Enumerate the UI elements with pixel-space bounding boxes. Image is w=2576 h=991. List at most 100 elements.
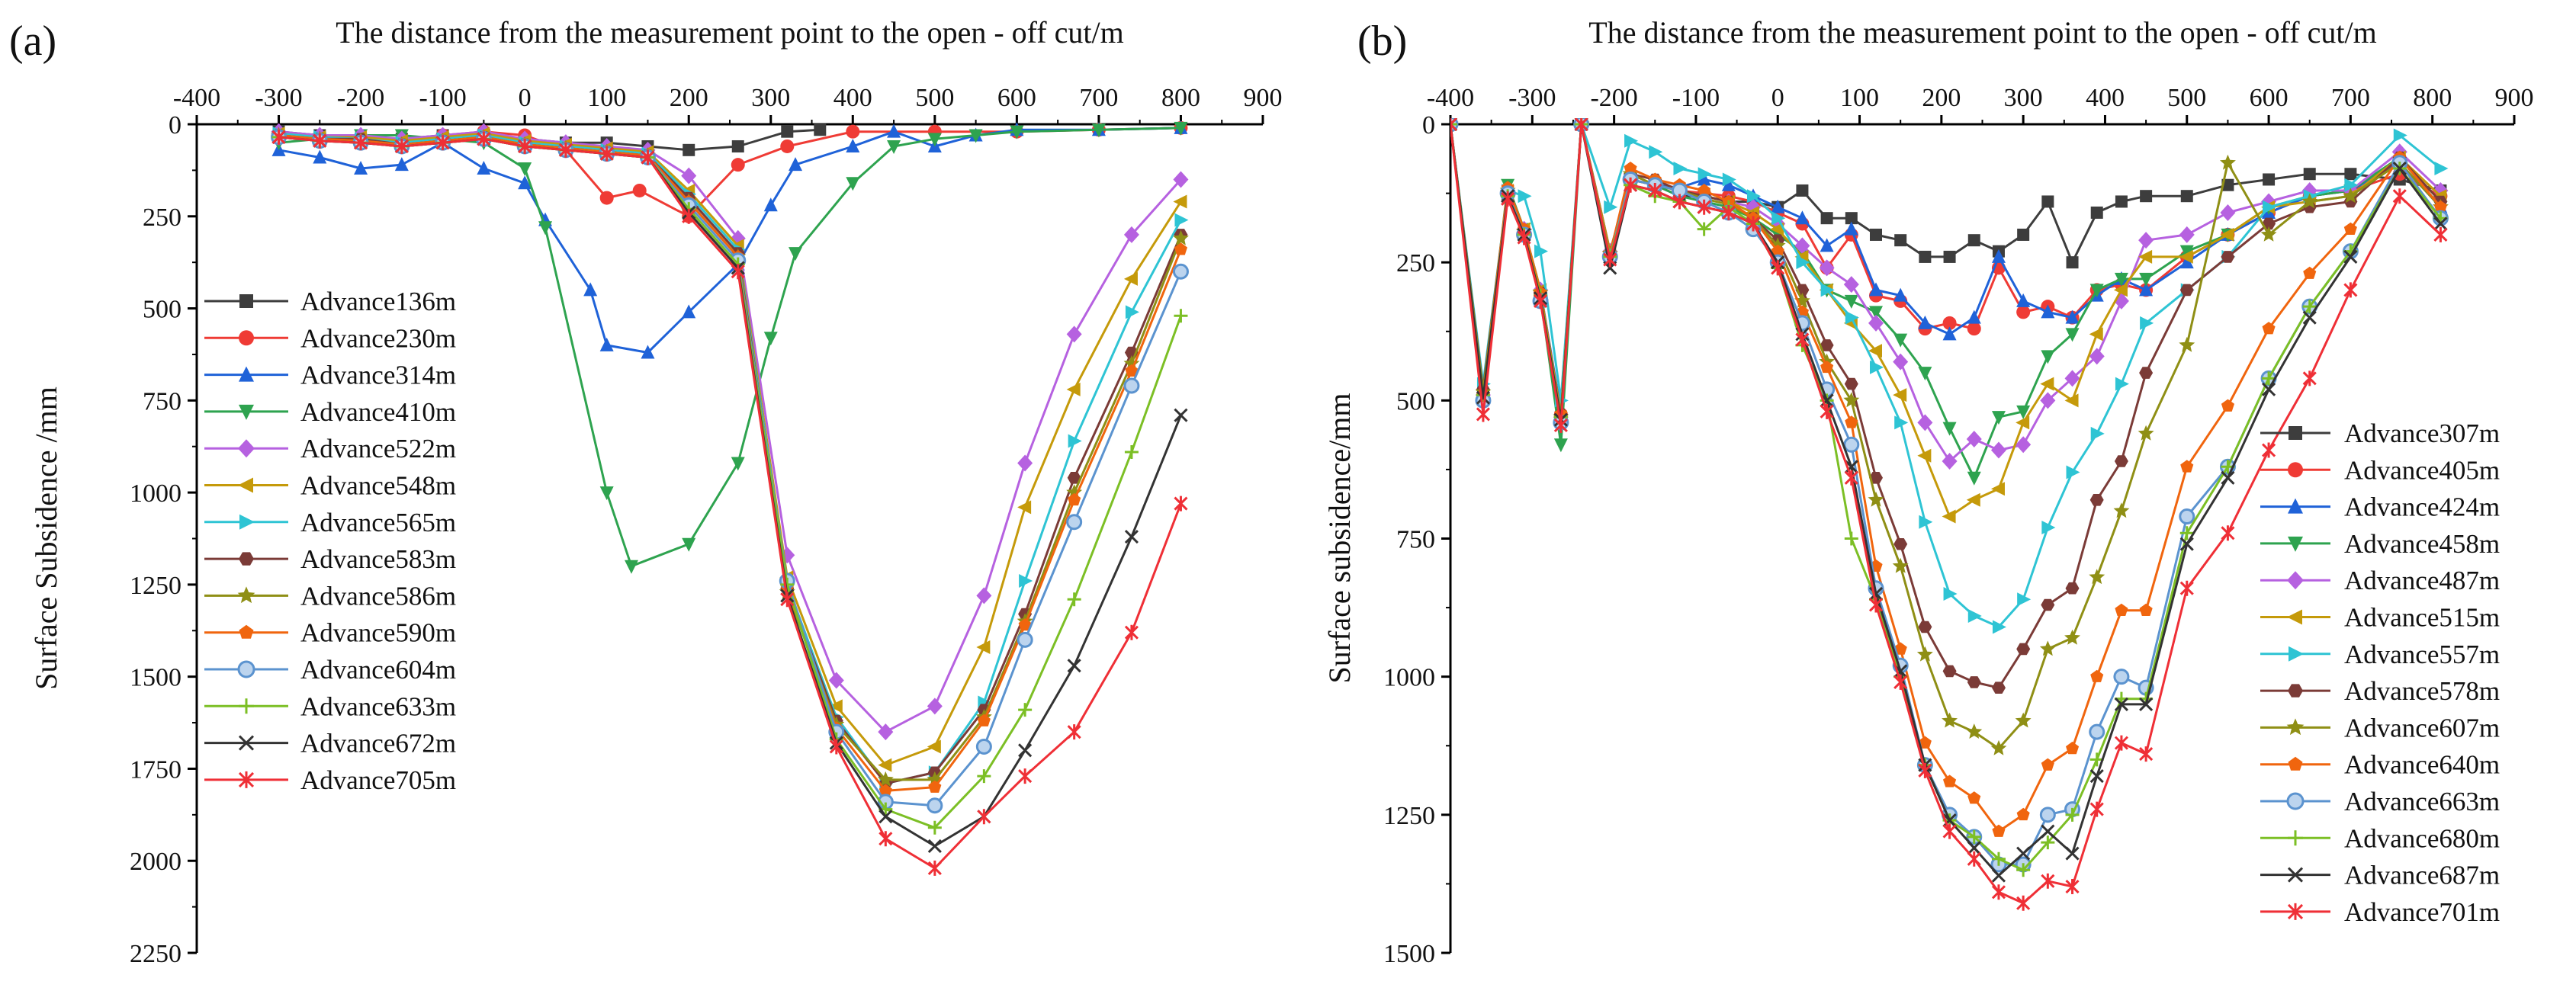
data-point [878, 784, 892, 797]
data-point [2017, 592, 2032, 607]
y-tick-label: 0 [169, 111, 181, 140]
legend-label: Advance640m [2344, 750, 2500, 780]
legend-marker [2289, 646, 2304, 662]
data-point [2065, 309, 2080, 324]
legend-item: Advance424m [2260, 492, 2500, 522]
data-point [2393, 128, 2407, 143]
data-point [1919, 250, 1932, 263]
data-point [682, 537, 696, 552]
legend-marker [2288, 498, 2303, 514]
data-point [682, 208, 696, 224]
legend-label: Advance230m [300, 323, 456, 353]
data-point [641, 149, 655, 165]
legend-item: Advance663m [2260, 787, 2500, 816]
data-point [2114, 697, 2128, 711]
data-point [1942, 665, 1957, 678]
y-tick-label: 500 [143, 296, 181, 324]
data-point [1918, 736, 1932, 749]
data-point [927, 860, 942, 876]
data-point [1123, 271, 1138, 286]
data-point [1820, 360, 1834, 374]
data-point [1942, 316, 1957, 330]
series-Advance578m [1450, 118, 2448, 694]
data-point [1869, 282, 1883, 297]
x-tick-label: -200 [1590, 84, 1637, 112]
data-point [2392, 161, 2407, 176]
legend-item: Advance680m [2260, 823, 2500, 853]
data-point [1450, 118, 1458, 132]
x-tick-label: -300 [1508, 84, 1556, 112]
data-point [1819, 259, 1835, 277]
data-point [1672, 194, 1687, 210]
data-point [878, 810, 893, 824]
data-point [1124, 444, 1139, 459]
data-point [878, 723, 894, 741]
legend-marker [239, 552, 254, 566]
legend-label: Advance680m [2344, 823, 2500, 853]
data-point [763, 332, 778, 346]
data-point [2066, 465, 2080, 479]
data-point [1553, 438, 1568, 453]
data-point [271, 129, 286, 145]
x-tick-label: 200 [1922, 84, 1961, 112]
panel-label: (a) [9, 18, 56, 65]
data-point [1991, 851, 2006, 866]
data-point [1770, 222, 1784, 236]
data-point [2302, 310, 2317, 325]
data-point [1017, 500, 1032, 515]
y-tick-label: 750 [143, 387, 181, 415]
data-point [1518, 189, 1532, 204]
data-point [1648, 182, 1662, 198]
data-point [1991, 411, 2006, 425]
x-tick-label: 900 [1244, 84, 1283, 112]
x-axis-label: The distance from the measurement point … [336, 15, 1123, 50]
legend-item: Advance640m [2260, 750, 2500, 780]
legend-label: Advance307m [2344, 419, 2500, 448]
data-point [731, 264, 745, 280]
data-point [780, 139, 795, 153]
data-point [394, 138, 409, 154]
data-point [2303, 266, 2317, 279]
data-point [2065, 879, 2080, 895]
data-point [558, 142, 573, 158]
data-point [2179, 336, 2195, 352]
x-tick-label: 0 [519, 84, 532, 112]
data-point [2089, 348, 2105, 365]
data-point [1173, 229, 1189, 245]
legend-marker [2288, 830, 2303, 846]
legend-item: Advance701m [2260, 897, 2500, 927]
y-tick-label: 750 [1396, 526, 1435, 554]
legend-marker [2288, 684, 2303, 698]
data-point [1992, 682, 2006, 694]
data-point [2302, 300, 2317, 314]
data-point [2180, 460, 2194, 473]
data-point [2041, 824, 2055, 839]
x-tick-label: 100 [1840, 84, 1879, 112]
data-point [1068, 492, 1081, 506]
data-point [2090, 669, 2104, 682]
data-point [1476, 406, 1490, 422]
data-point [1967, 471, 1981, 486]
data-point [1018, 743, 1033, 758]
data-point [2065, 328, 2080, 342]
data-point [1843, 276, 1859, 293]
data-point [1966, 431, 1982, 448]
x-tick-label: 300 [2004, 84, 2043, 112]
data-point [2342, 188, 2359, 204]
plot-area [271, 120, 1189, 876]
y-tick-label: 2000 [130, 848, 181, 876]
data-point [1624, 162, 1637, 175]
data-point [2260, 226, 2277, 242]
data-point [1794, 237, 1810, 255]
x-tick-label: -400 [173, 84, 220, 112]
x-tick-label: 200 [670, 84, 708, 112]
data-point [1553, 417, 1568, 433]
data-point [1067, 659, 1081, 673]
data-point [1943, 250, 1956, 263]
data-point [1173, 171, 1189, 188]
data-point [2016, 305, 2031, 319]
data-point [780, 592, 795, 608]
data-point [1991, 868, 2006, 883]
data-point [2220, 154, 2236, 170]
data-point [1018, 703, 1033, 717]
